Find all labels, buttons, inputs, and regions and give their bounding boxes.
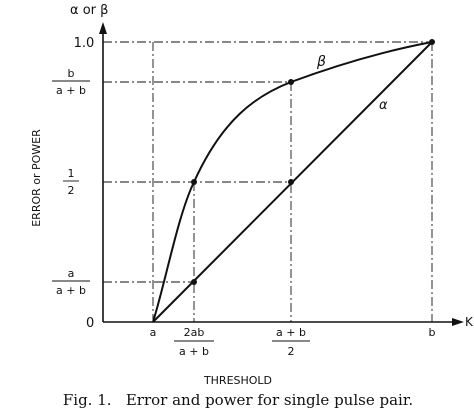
point-alpha-ab2 bbox=[288, 179, 294, 185]
x-tick-ab2-den: 2 bbox=[288, 345, 295, 358]
y-tick-1: 1.0 bbox=[74, 36, 95, 51]
point-end-b bbox=[429, 39, 435, 45]
y-axis-title: α or β bbox=[70, 3, 108, 18]
x-tick-ab2-num: a + b bbox=[276, 326, 306, 339]
y-tick-half-num: 1 bbox=[68, 167, 75, 180]
x-tick-2ab-num: 2ab bbox=[184, 326, 205, 339]
y-tick-b-over-ab-num: b bbox=[68, 67, 75, 80]
y-tick-half-den: 2 bbox=[68, 184, 75, 197]
x-tick-2ab-den: a + b bbox=[179, 345, 209, 358]
y-tick-a-over-ab-num: a bbox=[68, 267, 75, 280]
series-label-beta: β bbox=[316, 54, 326, 70]
point-beta-2ab bbox=[191, 179, 197, 185]
y-axis-arrow bbox=[99, 22, 107, 34]
series-label-alpha: α bbox=[379, 98, 388, 113]
x-axis-end-label: K bbox=[465, 315, 474, 329]
point-alpha-2ab bbox=[191, 279, 197, 285]
x-axis-arrow bbox=[452, 318, 464, 326]
origin-label: 0 bbox=[86, 316, 94, 331]
y-axis-label: ERROR or POWER bbox=[30, 129, 43, 227]
point-beta-ab2 bbox=[288, 79, 294, 85]
x-tick-b: b bbox=[429, 326, 436, 339]
x-tick-a: a bbox=[150, 326, 157, 339]
y-tick-b-over-ab-den: a + b bbox=[56, 84, 86, 97]
series-beta-curve bbox=[152, 41, 433, 323]
y-tick-a-over-ab-den: a + b bbox=[56, 284, 86, 297]
figure-caption: Fig. 1. Error and power for single pulse… bbox=[63, 391, 413, 409]
x-axis-label: THRESHOLD bbox=[203, 374, 272, 387]
